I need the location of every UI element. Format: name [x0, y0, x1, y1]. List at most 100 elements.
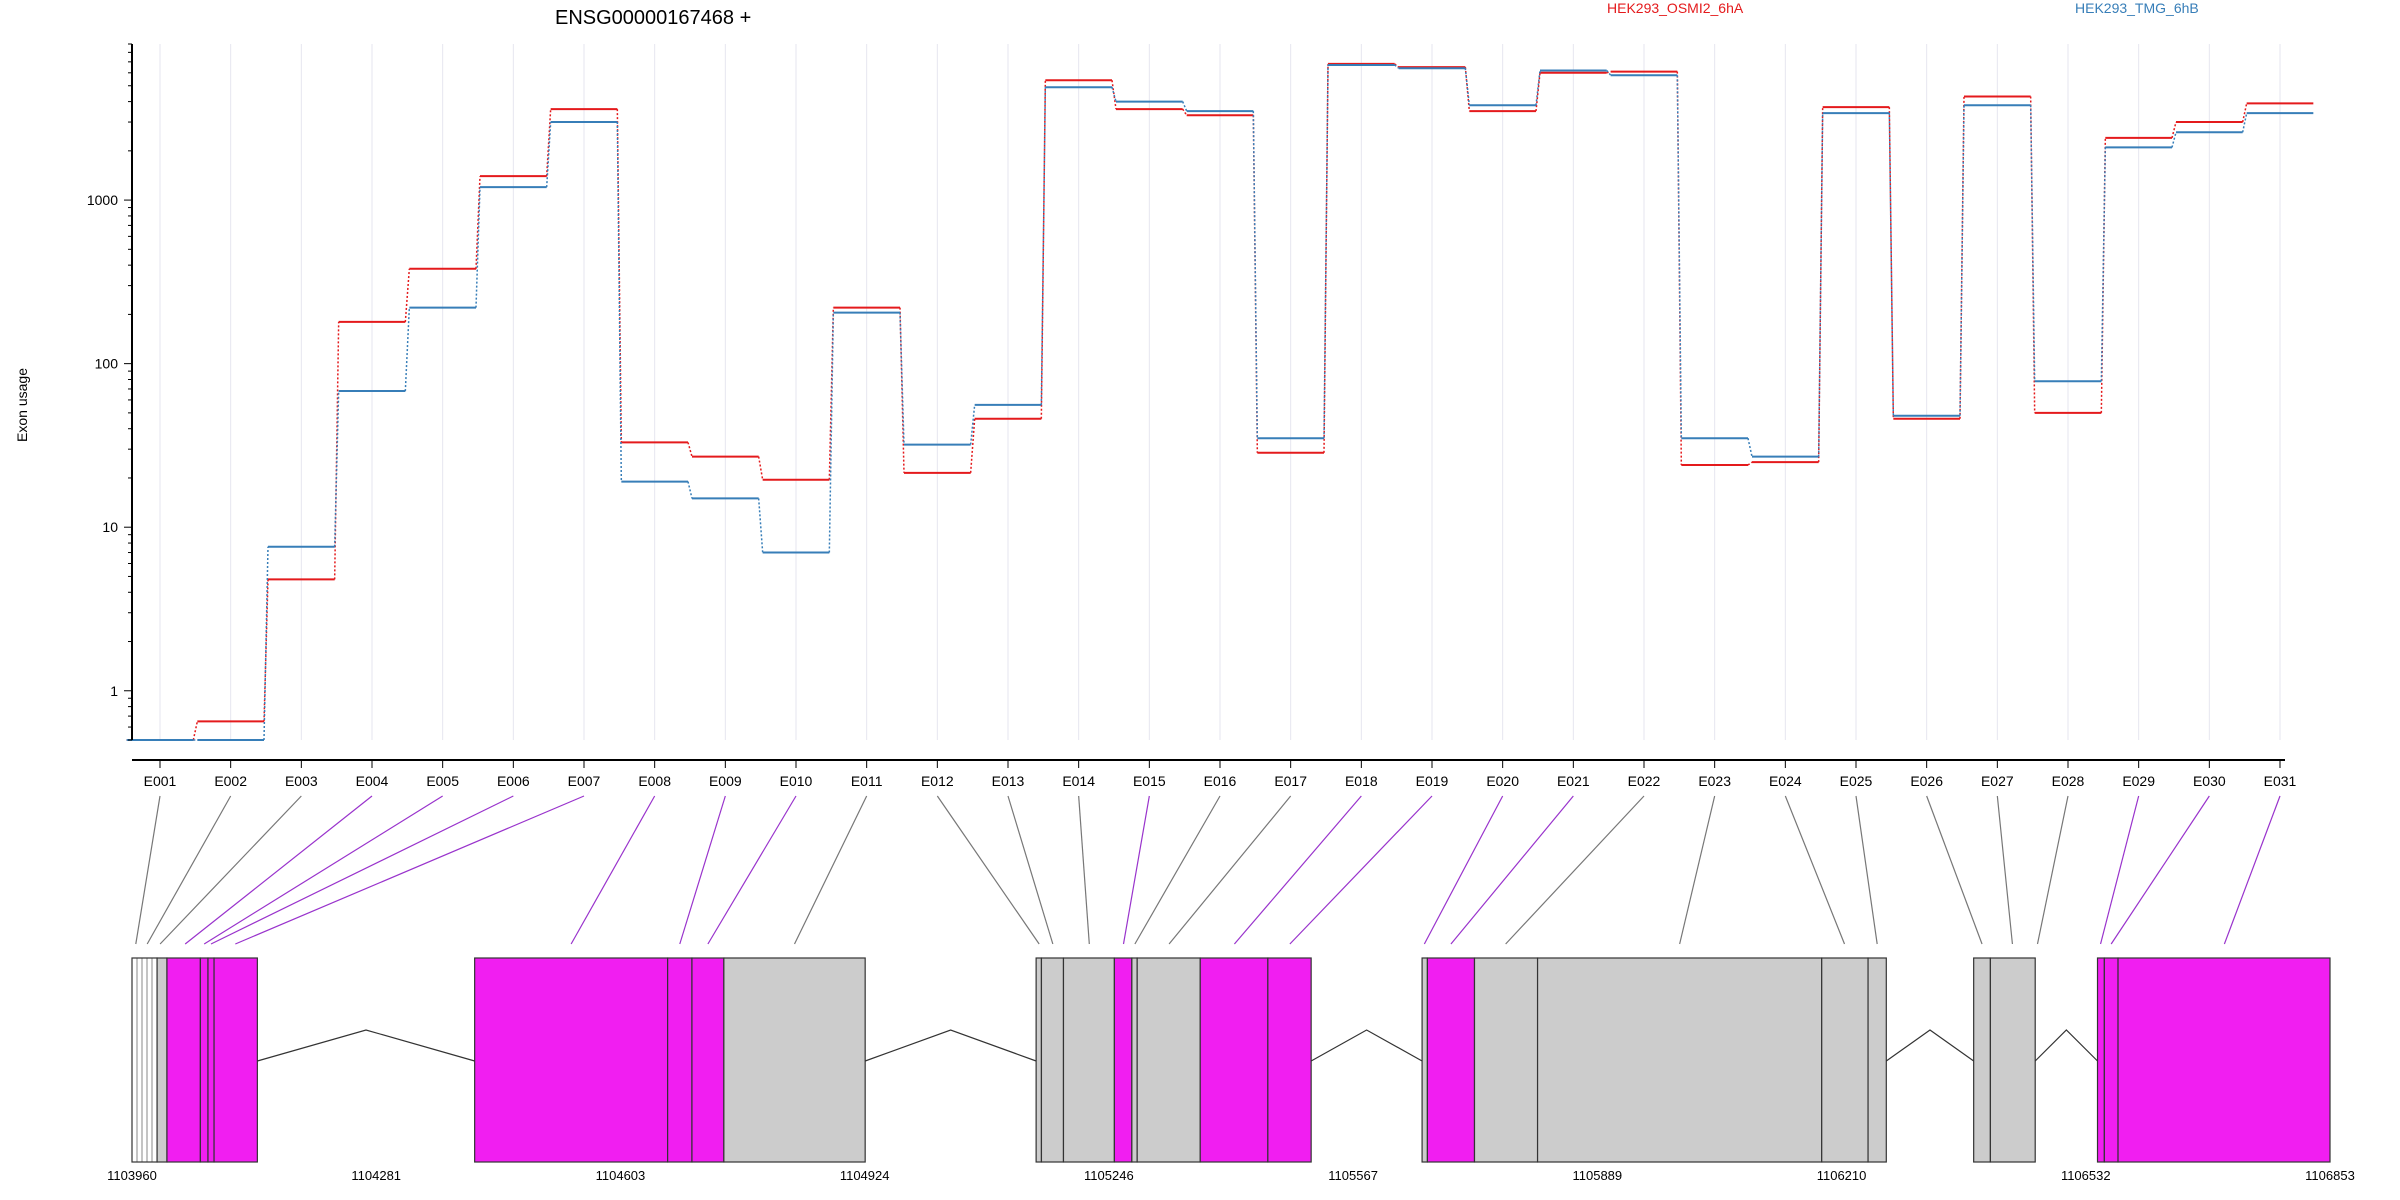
grid-lines [159, 44, 2281, 740]
exon-box-27 [2096, 957, 2105, 1163]
y-tick-label-1: 1 [110, 683, 118, 699]
x-tick-label-e009: E009 [709, 773, 742, 789]
connector-e029 [2099, 795, 2140, 945]
series-hek293-tmg-6hb-step-e030 [2241, 112, 2248, 133]
connector-e020 [1423, 795, 1504, 945]
x-tick-label-e014: E014 [1062, 773, 1095, 789]
connector-e002 [146, 795, 232, 945]
series-hek293-osmi2-6ha-step-e019 [1464, 67, 1471, 112]
x-tick-label-e017: E017 [1274, 773, 1307, 789]
x-tick-label-e019: E019 [1416, 773, 1449, 789]
exon-box-8 [667, 957, 693, 1163]
x-tick-label-e030: E030 [2193, 773, 2226, 789]
exon-box-11 [1035, 957, 1043, 1163]
exon-box-4 [199, 957, 209, 1163]
connector-e005 [203, 795, 443, 945]
series-hek293-tmg-6hb-step-e012 [969, 404, 976, 445]
genomic-coordinate-1106532: 1106532 [2061, 1168, 2111, 1183]
y-tick-label-1000: 1000 [87, 192, 118, 208]
intron-2 [864, 1029, 1037, 1062]
exon-box-5 [207, 957, 215, 1163]
connector-e018 [1233, 795, 1362, 945]
exon-box-14 [1113, 957, 1133, 1163]
genomic-coordinate-1104924: 1104924 [840, 1168, 890, 1183]
series-hek293-tmg-6hb-step-e005 [475, 187, 481, 308]
connector-e013 [1007, 795, 1054, 945]
x-axis: E001 E002 E003 E004 E005 E006 E007 E008 E009 E010… [132, 759, 2297, 789]
x-tick-label-e027: E027 [1981, 773, 2014, 789]
series-hek293-tmg-6hb-step-e013 [1040, 87, 1047, 405]
connector-e008 [570, 795, 656, 945]
series-hek293-tmg-6hb-step-e027 [2029, 105, 2036, 382]
connector-e021 [1450, 795, 1574, 945]
x-tick-label-e024: E024 [1769, 773, 1802, 789]
series-hek293-tmg-6hb-step-e025 [1888, 113, 1895, 416]
series-hek293-osmi2-6ha-step-e020 [1535, 72, 1541, 112]
series-hek293-tmg-6hb-step-e016 [1252, 111, 1259, 439]
exon-box-28 [2103, 957, 2119, 1163]
series-hek293-osmi2-6ha-step-e008 [687, 442, 693, 457]
x-tick-label-e005: E005 [426, 773, 459, 789]
series-hek293-tmg-6hb-step-e003 [333, 391, 340, 547]
x-tick-label-e003: E003 [285, 773, 318, 789]
connector-e001 [135, 795, 161, 945]
series-hek293-osmi2-6ha-step-e015 [1182, 108, 1188, 116]
exon-box-21 [1473, 957, 1539, 1163]
x-tick-label-e004: E004 [356, 773, 389, 789]
series-hek293-tmg-6hb-step-e004 [404, 307, 411, 392]
x-tick-label-e028: E028 [2052, 773, 2085, 789]
series-hek293-osmi2-6ha-step-e010 [828, 307, 835, 480]
series-hek293-osmi2-6ha-step-e023 [1747, 461, 1753, 466]
series-hek293-osmi2-6ha-step-e011 [899, 307, 905, 473]
series-hek293-osmi2-6ha-step-e018 [1394, 63, 1400, 68]
connector-e031 [2223, 795, 2281, 945]
intron-1 [257, 1029, 475, 1062]
legend-entry-hek293-osmi2-6ha: HEK293_OSMI2_6hA [1607, 0, 1744, 16]
connector-e023 [1679, 795, 1716, 945]
connector-e019 [1289, 795, 1433, 945]
connector-e012 [936, 795, 1040, 945]
connector-e006 [210, 795, 514, 945]
connector-e009 [679, 795, 726, 945]
series-hek293-tmg-6hb-step-e014 [1111, 86, 1117, 102]
exon-box-10 [723, 957, 866, 1163]
exon-connector-lines [135, 795, 2281, 945]
connector-e010 [707, 795, 797, 945]
genomic-coordinate-1105567: 1105567 [1328, 1168, 1378, 1183]
series-hek293-tmg-6hb-step-e023 [1747, 438, 1753, 457]
x-tick-label-e012: E012 [921, 773, 954, 789]
genomic-coordinate-1106210: 1106210 [1817, 1168, 1867, 1183]
series-hek293-tmg-6hb-step-e010 [828, 312, 835, 553]
genomic-coordinate-1103960: 1103960 [107, 1168, 157, 1183]
x-tick-label-e013: E013 [992, 773, 1025, 789]
exon-box-19 [1421, 957, 1428, 1163]
exon-box-29 [2117, 957, 2331, 1163]
exon-box-22 [1536, 957, 1823, 1163]
x-tick-label-e006: E006 [497, 773, 530, 789]
series-hek293-tmg-6hb-step-e006 [545, 121, 552, 188]
genomic-coordinate-1106853: 1106853 [2305, 1168, 2355, 1183]
y-axis-label: Exon usage [14, 368, 30, 442]
genomic-coordinate-axis: 1103960 1104281 1104603 1104924 1105246 11055… [107, 1168, 2355, 1183]
connector-e028 [2036, 795, 2069, 945]
x-tick-label-e029: E029 [2122, 773, 2155, 789]
genomic-coordinate-1105889: 1105889 [1573, 1168, 1623, 1183]
series-hek293-tmg-6hb-step-e009 [757, 498, 764, 553]
series-hek293-tmg-6hb-step-e015 [1181, 101, 1188, 112]
series-hek293-osmi2-6ha-step-e009 [757, 456, 764, 480]
series-hek293-osmi2-6ha-step-e013 [1040, 80, 1047, 419]
connector-e011 [793, 795, 868, 945]
genomic-coordinate-1105246: 1105246 [1084, 1168, 1134, 1183]
exon-box-1 [131, 957, 158, 1163]
connector-e030 [2110, 795, 2210, 945]
series-hek293-tmg-6hb-step-e028 [2100, 147, 2107, 382]
x-tick-label-e002: E002 [214, 773, 247, 789]
series-hek293-tmg-6hb-step-e020 [1535, 70, 1541, 106]
exon-box-24 [1867, 957, 1887, 1163]
series-hek293-osmi2-6ha-step-e012 [969, 418, 976, 473]
x-tick-label-e016: E016 [1204, 773, 1237, 789]
series-hek293-tmg-6hb-step-e018 [1394, 64, 1400, 69]
genomic-coordinate-1104603: 1104603 [596, 1168, 646, 1183]
x-tick-label-e001: E001 [144, 773, 177, 789]
exon-box-17 [1199, 957, 1269, 1163]
